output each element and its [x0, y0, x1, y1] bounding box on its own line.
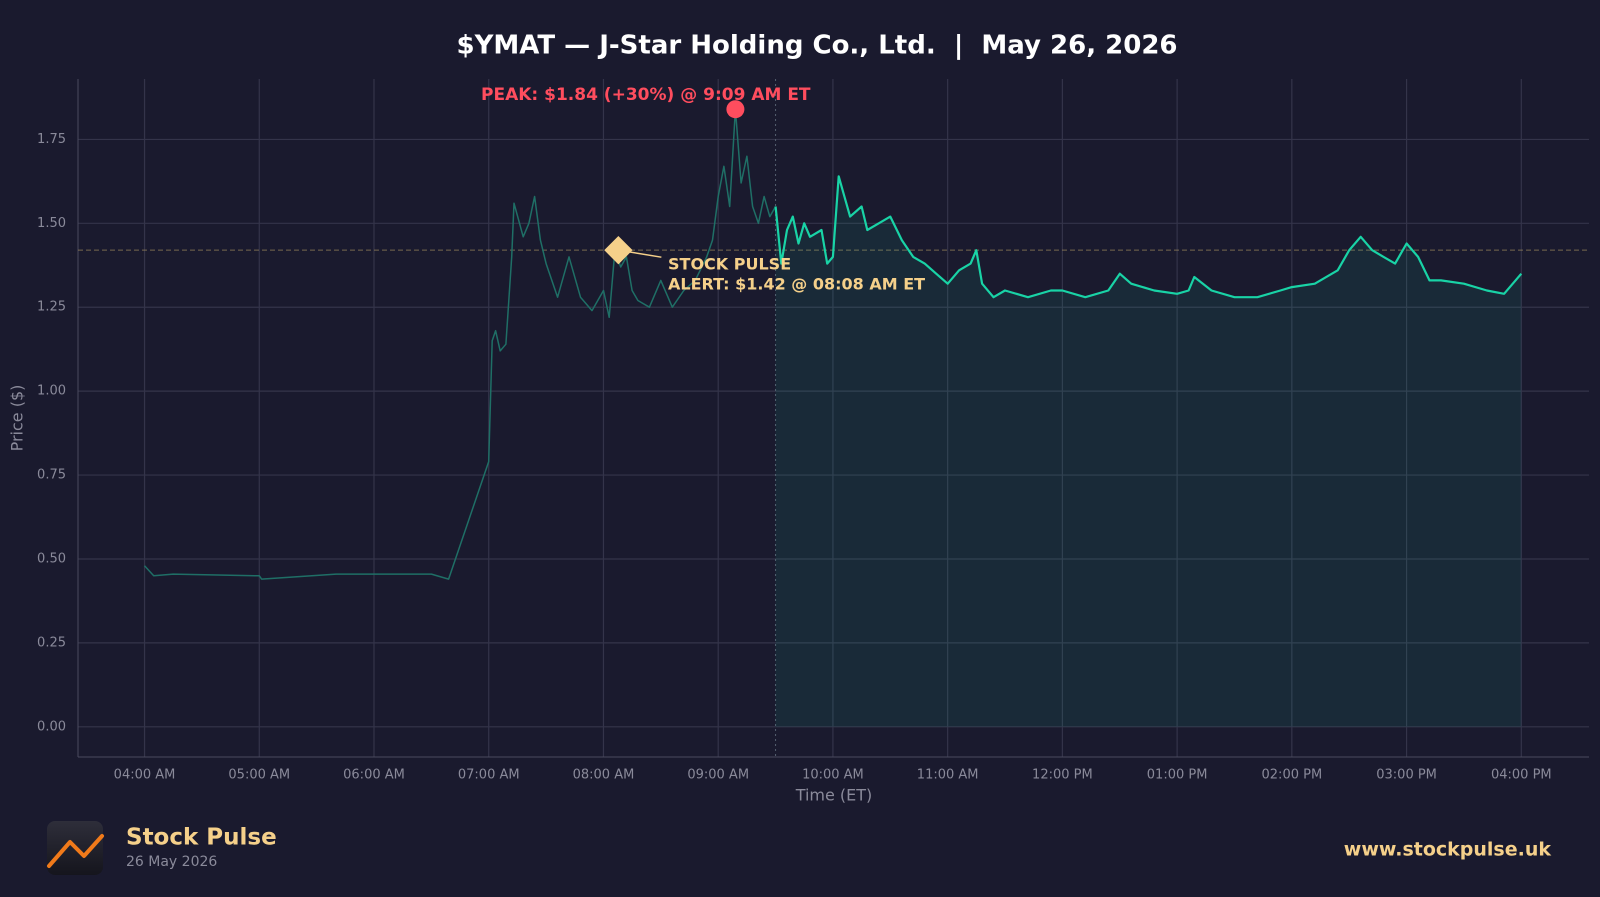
x-tick-label: 02:00 PM	[1262, 768, 1323, 783]
y-axis-label: Price ($)	[8, 385, 27, 452]
y-tick-label: 1.50	[37, 216, 66, 231]
x-tick-label: 07:00 AM	[458, 768, 520, 783]
x-tick-label: 09:00 AM	[687, 768, 749, 783]
x-tick-label: 10:00 AM	[802, 768, 864, 783]
x-tick-label: 01:00 PM	[1147, 768, 1208, 783]
alert-marker	[604, 236, 633, 265]
x-tick-label: 04:00 AM	[114, 768, 176, 783]
alert-label: ALERT: $1.42 @ 08:08 AM ET	[668, 275, 925, 294]
y-tick-label: 0.25	[37, 635, 66, 650]
x-tick-label: 06:00 AM	[343, 768, 405, 783]
price-line	[143, 108, 777, 580]
y-tick-label: 0.50	[37, 551, 66, 566]
x-tick-label: 12:00 PM	[1032, 768, 1093, 783]
y-tick-label: 0.00	[37, 719, 66, 734]
x-tick-label: 03:00 PM	[1376, 768, 1437, 783]
footer: Stock Pulse 26 May 2026 www.stockpulse.u…	[47, 821, 1551, 875]
x-tick-label: 11:00 AM	[917, 768, 979, 783]
area-fill	[775, 176, 1522, 727]
plot-area: 0.00 0.25 0.50 0.75 1.00 1.25 1.50 1.75 04:00 AM…	[37, 79, 1589, 783]
x-tick-label: 08:00 AM	[573, 768, 635, 783]
price-line	[774, 175, 1523, 299]
y-tick-label: 1.25	[37, 300, 66, 315]
x-tick-label: 05:00 AM	[228, 768, 290, 783]
logo-icon	[47, 834, 104, 868]
y-tick-label: 1.75	[37, 132, 66, 147]
x-tick-label: 04:00 PM	[1491, 768, 1552, 783]
brand-name: Stock Pulse	[126, 825, 277, 851]
y-tick-label: 0.75	[37, 468, 66, 483]
y-tick-label: 1.00	[37, 384, 66, 399]
peak-label: PEAK: $1.84 (+30%) @ 9:09 AM ET	[481, 85, 811, 105]
brand-date: 26 May 2026	[126, 854, 217, 870]
peak-marker	[726, 100, 745, 119]
chart-title: $YMAT — J-Star Holding Co., Ltd. | May 2…	[456, 31, 1177, 61]
website: www.stockpulse.uk	[1344, 839, 1552, 861]
x-axis-label: Time (ET)	[795, 786, 873, 805]
alert-label: STOCK PULSE	[668, 255, 791, 274]
